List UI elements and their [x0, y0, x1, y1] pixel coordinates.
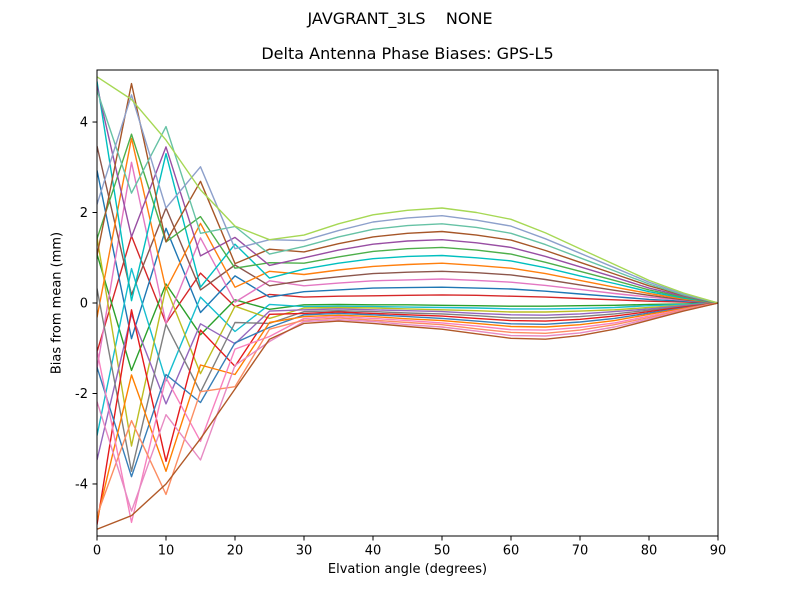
series-line-bias-13 — [97, 133, 718, 304]
series-line-bias-07 — [97, 145, 718, 304]
x-tick-label: 40 — [365, 544, 382, 559]
x-axis-label: Elvation angle (degrees) — [327, 562, 488, 577]
series-line-bias-15 — [97, 85, 718, 304]
series-line-bias-19 — [97, 90, 718, 304]
series-line-bias-16 — [97, 302, 718, 521]
series-group — [97, 76, 718, 530]
y-tick-label: -2 — [75, 387, 88, 402]
x-tick-label: 30 — [296, 544, 313, 559]
series-line-bias-24 — [97, 302, 718, 530]
x-tick-label: 90 — [710, 544, 727, 559]
series-line-bias-03 — [97, 170, 718, 340]
y-tick-label: -4 — [75, 477, 88, 492]
series-line-bias-06 — [97, 237, 718, 447]
series-line-bias-12 — [97, 302, 718, 525]
series-line-bias-11 — [97, 81, 718, 304]
series-line-bias-17 — [97, 82, 718, 304]
y-axis-label: Bias from mean (mm) — [49, 231, 65, 375]
x-tick-label: 50 — [434, 544, 451, 559]
series-line-bias-05 — [97, 161, 718, 369]
series-line-bias-21 — [97, 94, 718, 304]
series-line-bias-08 — [97, 302, 718, 461]
series-line-bias-14 — [97, 302, 718, 478]
x-tick-label: 80 — [641, 544, 658, 559]
series-line-bias-23 — [97, 76, 718, 304]
figure-suptitle: JAVGRANT_3LS NONE — [307, 9, 493, 28]
x-tick-label: 20 — [227, 544, 244, 559]
chart-title: Delta Antenna Phase Biases: GPS-L5 — [261, 44, 554, 63]
y-tick-label: 2 — [80, 206, 88, 221]
x-tick-label: 10 — [158, 544, 175, 559]
y-tick-label: 0 — [80, 297, 88, 312]
series-line-bias-04 — [97, 267, 718, 436]
plot-box — [96, 69, 719, 537]
series-line-bias-18 — [97, 302, 718, 524]
series-line-bias-22 — [97, 302, 718, 512]
x-tick-label: 70 — [572, 544, 589, 559]
series-line-bias-01 — [97, 235, 718, 353]
series-line-bias-09 — [97, 137, 718, 318]
series-line-bias-02 — [97, 253, 718, 372]
x-tick-label: 60 — [503, 544, 520, 559]
series-line-bias-20 — [97, 302, 718, 516]
x-tick-label: 0 — [93, 544, 101, 559]
y-tick-label: 4 — [80, 116, 88, 131]
